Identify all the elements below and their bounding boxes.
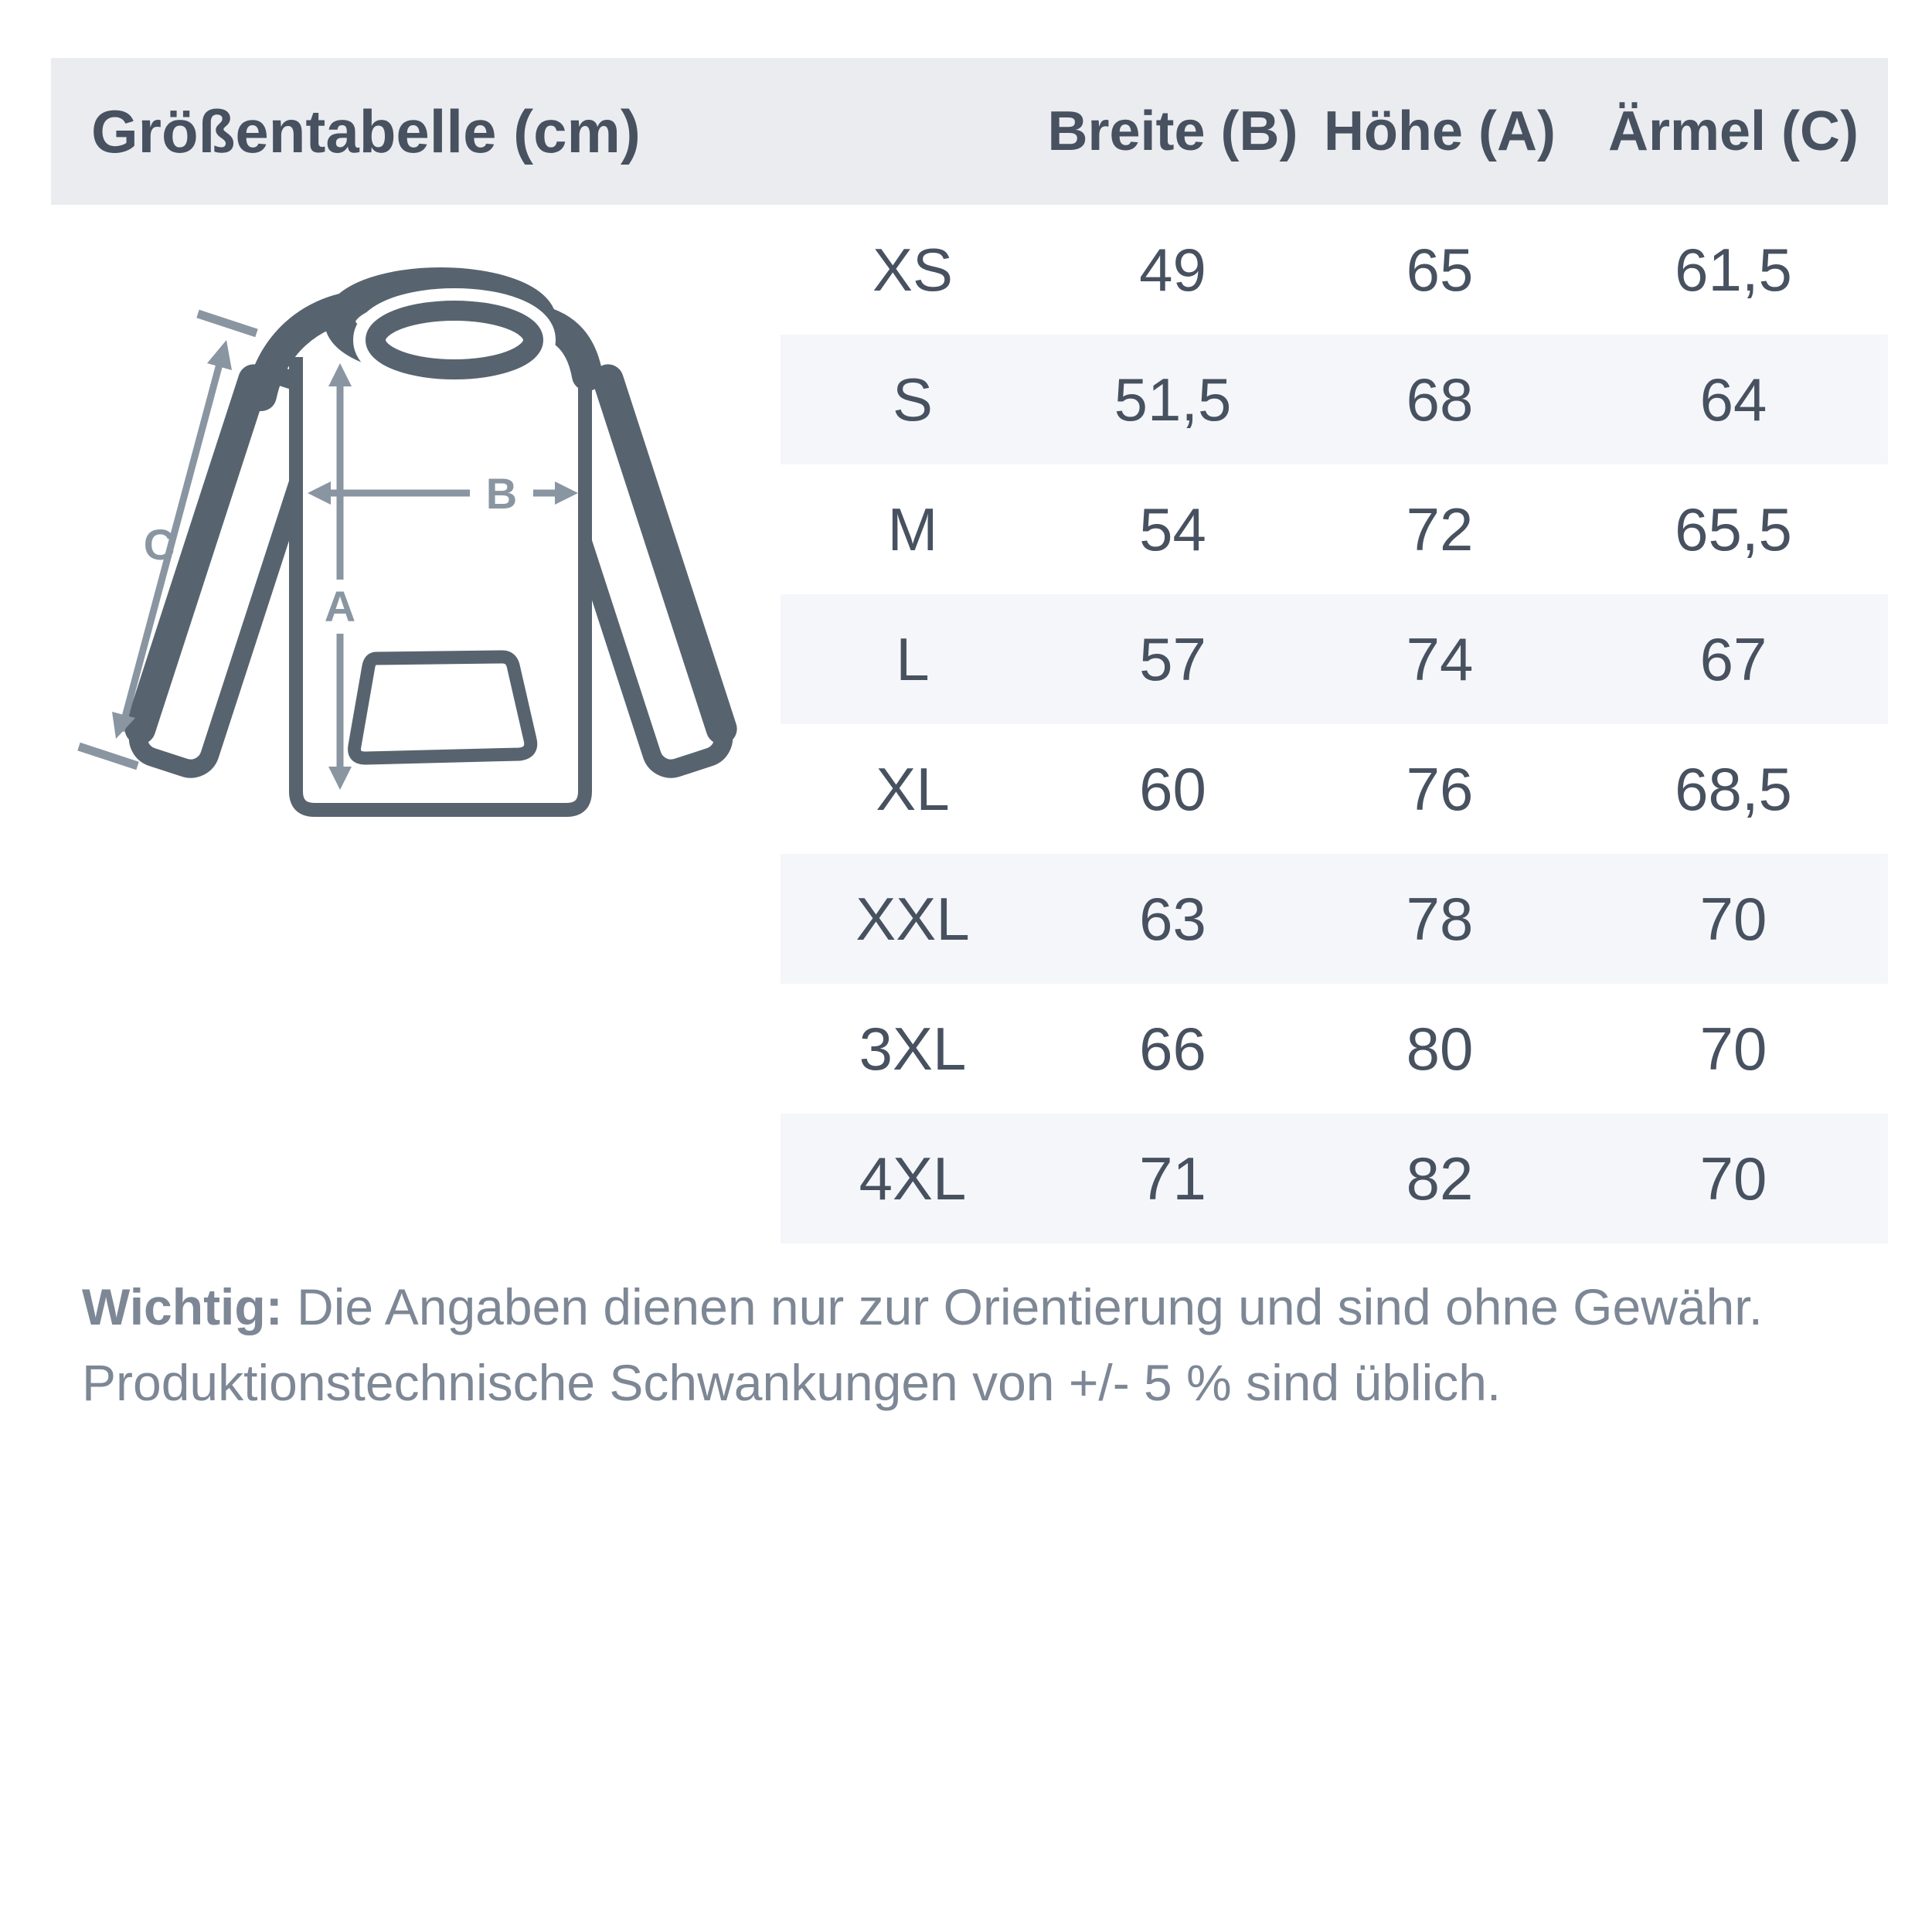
table-row: L 57 74 67 — [781, 594, 1888, 724]
size-label: XS — [872, 235, 954, 304]
footer-note: Wichtig: Die Angaben dienen nur zur Orie… — [82, 1269, 1875, 1420]
hoodie-measurement-diagram: A B C — [77, 267, 737, 817]
measurement-c-arrow: C — [77, 309, 258, 770]
breite-value: 51,5 — [1114, 365, 1232, 434]
aermel-value: 70 — [1699, 884, 1767, 953]
column-header-hoehe: Höhe (A) — [1324, 100, 1556, 162]
breite-value: 49 — [1139, 235, 1206, 304]
breite-value: 63 — [1139, 884, 1206, 953]
aermel-value: 61,5 — [1675, 235, 1792, 304]
hoehe-value: 74 — [1406, 624, 1474, 693]
breite-value: 66 — [1139, 1014, 1206, 1083]
hoehe-value: 72 — [1406, 495, 1474, 563]
table-row: S 51,5 68 64 — [781, 335, 1888, 464]
aermel-value: 65,5 — [1675, 495, 1792, 563]
aermel-value: 64 — [1699, 365, 1767, 434]
hoehe-value: 65 — [1406, 235, 1474, 304]
size-label: L — [896, 624, 930, 693]
table-column-headers: Breite (B) Höhe (A) Ärmel (C) — [781, 58, 1888, 205]
size-label: 4XL — [859, 1144, 967, 1213]
measurement-label-b: B — [486, 469, 517, 518]
page-title: Größentabelle (cm) — [91, 97, 641, 165]
size-label: M — [887, 495, 938, 563]
kangaroo-pocket — [348, 650, 538, 765]
size-label: XL — [876, 754, 950, 823]
measurement-label-a: A — [325, 582, 355, 631]
table-row: XXL 63 78 70 — [781, 854, 1888, 984]
aermel-value: 70 — [1699, 1144, 1767, 1213]
size-table: XS 49 65 61,5 S 51,5 68 64 M 54 72 65,5 … — [781, 205, 1888, 1243]
breite-value: 60 — [1139, 754, 1206, 823]
footer-line-1: Wichtig: Die Angaben dienen nur zur Orie… — [82, 1269, 1875, 1345]
hoehe-value: 78 — [1406, 884, 1474, 953]
hoehe-value: 76 — [1406, 754, 1474, 823]
measurement-a-arrow: A — [325, 363, 355, 790]
column-header-spacer — [781, 58, 1045, 205]
column-header-aermel: Ärmel (C) — [1607, 100, 1859, 162]
table-row: M 54 72 65,5 — [781, 464, 1888, 594]
footer-line-2: Produktionstechnische Schwankungen von +… — [82, 1354, 1502, 1411]
table-row: XL 60 76 68,5 — [781, 724, 1888, 854]
breite-value: 71 — [1139, 1144, 1206, 1213]
footer-bold-word: Wichtig: — [82, 1278, 283, 1335]
breite-value: 57 — [1139, 624, 1206, 693]
table-row: 4XL 71 82 70 — [781, 1114, 1888, 1243]
size-label: XXL — [855, 884, 970, 953]
measurement-b-arrow: B — [308, 469, 578, 518]
size-chart-header-bar: Größentabelle (cm) — [51, 58, 1888, 205]
size-label: 3XL — [859, 1014, 967, 1083]
hoehe-value: 82 — [1406, 1144, 1474, 1213]
breite-value: 54 — [1139, 495, 1206, 563]
table-row: XS 49 65 61,5 — [781, 205, 1888, 335]
size-label: S — [892, 365, 934, 434]
measurement-label-c: C — [144, 520, 175, 569]
footer-line-1-text: Die Angaben dienen nur zur Orientierung … — [282, 1278, 1763, 1335]
aermel-value: 67 — [1699, 624, 1767, 693]
aermel-value: 70 — [1699, 1014, 1767, 1083]
hood — [325, 267, 556, 392]
column-header-breite: Breite (B) — [1047, 100, 1298, 162]
hoehe-value: 80 — [1406, 1014, 1474, 1083]
aermel-value: 68,5 — [1675, 754, 1792, 823]
table-row: 3XL 66 80 70 — [781, 984, 1888, 1114]
hoehe-value: 68 — [1406, 365, 1474, 434]
